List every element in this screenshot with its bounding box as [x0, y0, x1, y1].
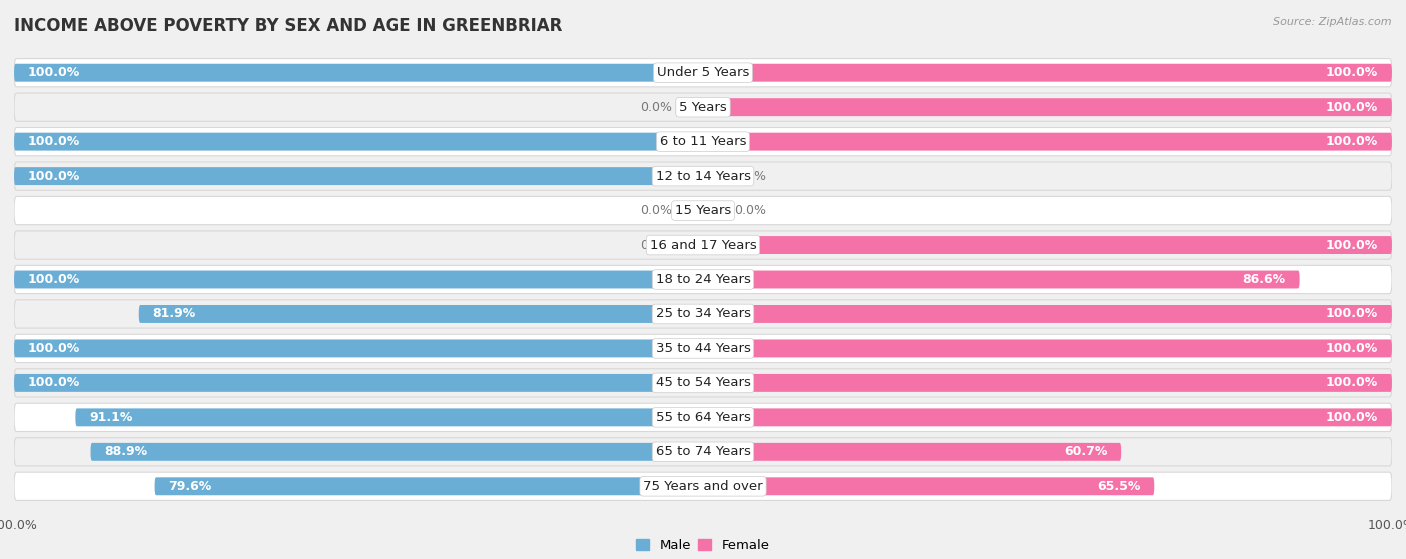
FancyBboxPatch shape — [14, 196, 1392, 225]
FancyBboxPatch shape — [14, 438, 1392, 466]
Legend: Male, Female: Male, Female — [631, 533, 775, 557]
FancyBboxPatch shape — [14, 334, 1392, 363]
FancyBboxPatch shape — [14, 167, 703, 185]
Text: 100.0%: 100.0% — [28, 376, 80, 390]
Text: 25 to 34 Years: 25 to 34 Years — [655, 307, 751, 320]
Text: 45 to 54 Years: 45 to 54 Years — [655, 376, 751, 390]
FancyBboxPatch shape — [675, 236, 703, 254]
FancyBboxPatch shape — [703, 477, 1154, 495]
Text: 6 to 11 Years: 6 to 11 Years — [659, 135, 747, 148]
FancyBboxPatch shape — [703, 409, 1392, 427]
FancyBboxPatch shape — [675, 98, 703, 116]
FancyBboxPatch shape — [14, 472, 1392, 500]
FancyBboxPatch shape — [14, 93, 1392, 121]
FancyBboxPatch shape — [76, 409, 703, 427]
FancyBboxPatch shape — [703, 167, 731, 185]
FancyBboxPatch shape — [703, 271, 1299, 288]
Text: 65 to 74 Years: 65 to 74 Years — [655, 446, 751, 458]
FancyBboxPatch shape — [703, 202, 731, 220]
FancyBboxPatch shape — [14, 271, 703, 288]
Text: 100.0%: 100.0% — [28, 169, 80, 183]
Text: 75 Years and over: 75 Years and over — [643, 480, 763, 493]
Text: 100.0%: 100.0% — [1326, 376, 1378, 390]
Text: 100.0%: 100.0% — [1326, 411, 1378, 424]
FancyBboxPatch shape — [675, 202, 703, 220]
Text: 79.6%: 79.6% — [169, 480, 212, 493]
FancyBboxPatch shape — [703, 339, 1392, 357]
FancyBboxPatch shape — [703, 443, 1121, 461]
Text: 0.0%: 0.0% — [734, 169, 766, 183]
Text: INCOME ABOVE POVERTY BY SEX AND AGE IN GREENBRIAR: INCOME ABOVE POVERTY BY SEX AND AGE IN G… — [14, 17, 562, 35]
FancyBboxPatch shape — [155, 477, 703, 495]
Text: 100.0%: 100.0% — [28, 135, 80, 148]
Text: 100.0%: 100.0% — [1326, 307, 1378, 320]
FancyBboxPatch shape — [14, 162, 1392, 190]
Text: Under 5 Years: Under 5 Years — [657, 66, 749, 79]
Text: 100.0%: 100.0% — [1326, 342, 1378, 355]
Text: 86.6%: 86.6% — [1243, 273, 1286, 286]
Text: 100.0%: 100.0% — [1326, 239, 1378, 252]
FancyBboxPatch shape — [14, 266, 1392, 293]
Text: 100.0%: 100.0% — [28, 342, 80, 355]
Text: 100.0%: 100.0% — [1326, 101, 1378, 113]
Text: 0.0%: 0.0% — [640, 204, 672, 217]
FancyBboxPatch shape — [14, 339, 703, 357]
Text: 15 Years: 15 Years — [675, 204, 731, 217]
Text: 65.5%: 65.5% — [1097, 480, 1140, 493]
FancyBboxPatch shape — [14, 403, 1392, 432]
FancyBboxPatch shape — [703, 236, 1392, 254]
Text: 88.9%: 88.9% — [104, 446, 148, 458]
FancyBboxPatch shape — [139, 305, 703, 323]
FancyBboxPatch shape — [14, 127, 1392, 156]
FancyBboxPatch shape — [703, 374, 1392, 392]
Text: 0.0%: 0.0% — [640, 101, 672, 113]
Text: 100.0%: 100.0% — [1326, 135, 1378, 148]
Text: 81.9%: 81.9% — [152, 307, 195, 320]
FancyBboxPatch shape — [14, 64, 703, 82]
FancyBboxPatch shape — [14, 132, 703, 150]
Text: 60.7%: 60.7% — [1064, 446, 1108, 458]
FancyBboxPatch shape — [14, 231, 1392, 259]
Text: 0.0%: 0.0% — [734, 204, 766, 217]
Text: 91.1%: 91.1% — [89, 411, 132, 424]
FancyBboxPatch shape — [703, 305, 1392, 323]
FancyBboxPatch shape — [703, 132, 1392, 150]
Text: 100.0%: 100.0% — [28, 66, 80, 79]
Text: 100.0%: 100.0% — [1326, 66, 1378, 79]
FancyBboxPatch shape — [14, 59, 1392, 87]
FancyBboxPatch shape — [14, 374, 703, 392]
Text: 100.0%: 100.0% — [28, 273, 80, 286]
Text: 5 Years: 5 Years — [679, 101, 727, 113]
Text: 55 to 64 Years: 55 to 64 Years — [655, 411, 751, 424]
Text: 16 and 17 Years: 16 and 17 Years — [650, 239, 756, 252]
Text: 35 to 44 Years: 35 to 44 Years — [655, 342, 751, 355]
Text: 18 to 24 Years: 18 to 24 Years — [655, 273, 751, 286]
FancyBboxPatch shape — [14, 369, 1392, 397]
Text: 12 to 14 Years: 12 to 14 Years — [655, 169, 751, 183]
Text: 0.0%: 0.0% — [640, 239, 672, 252]
Text: Source: ZipAtlas.com: Source: ZipAtlas.com — [1274, 17, 1392, 27]
FancyBboxPatch shape — [703, 64, 1392, 82]
FancyBboxPatch shape — [14, 300, 1392, 328]
FancyBboxPatch shape — [703, 98, 1392, 116]
FancyBboxPatch shape — [90, 443, 703, 461]
